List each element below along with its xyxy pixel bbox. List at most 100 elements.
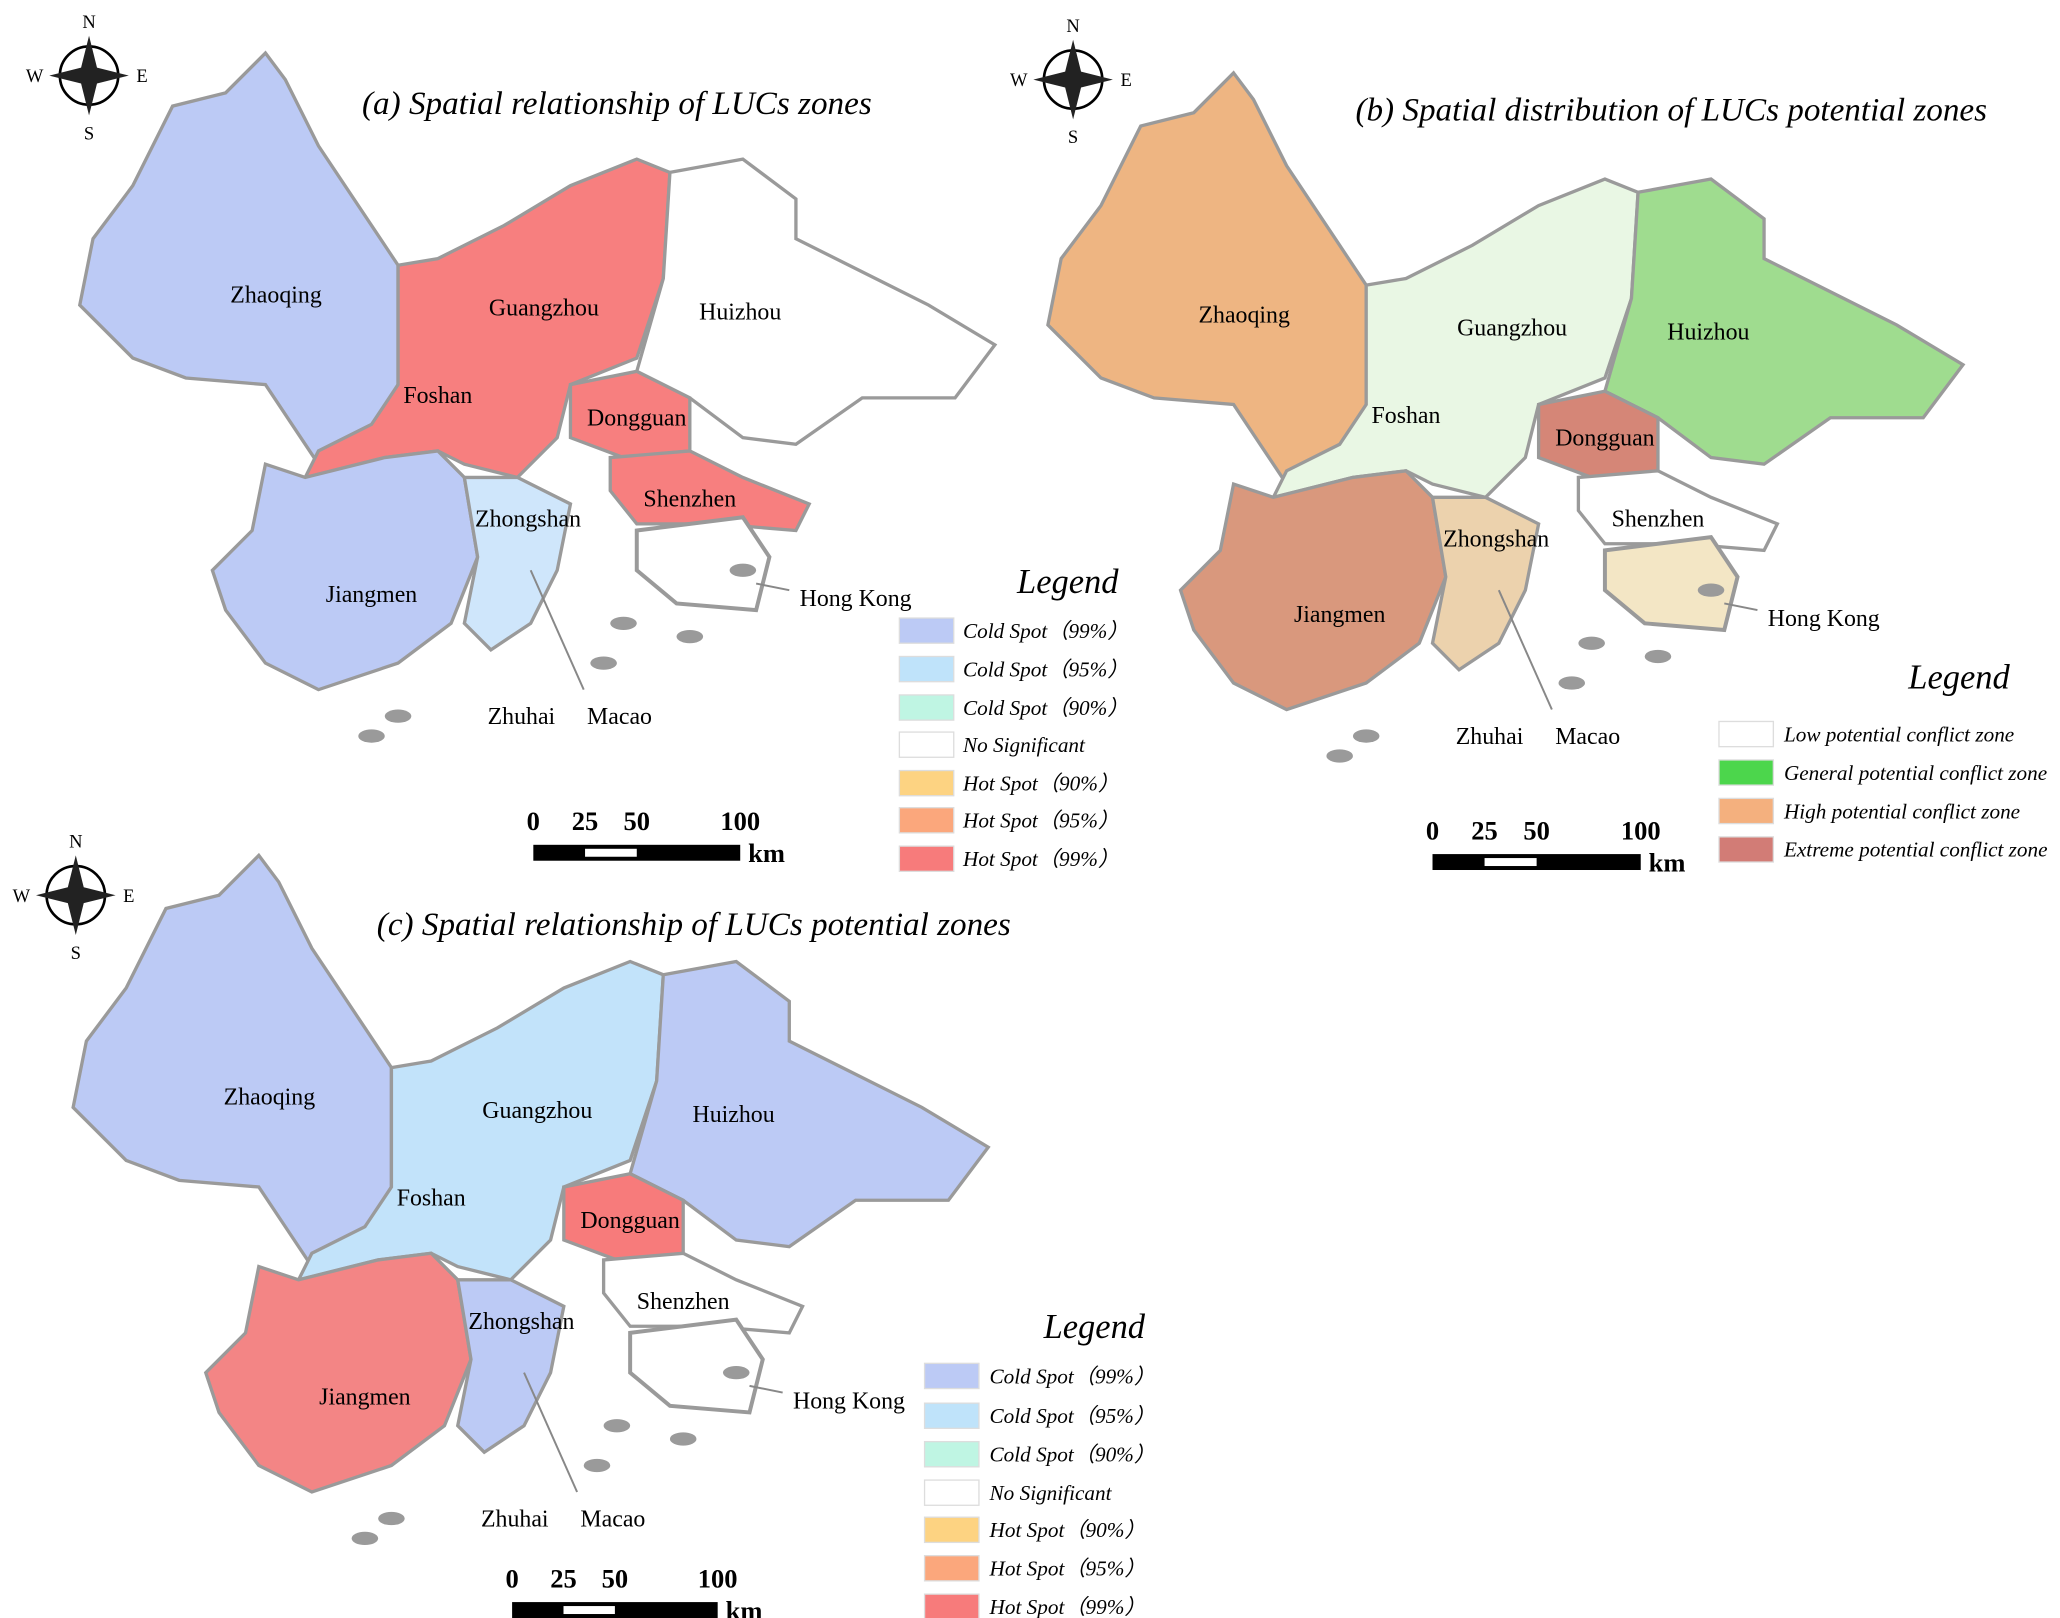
region-hongkong	[628, 1317, 765, 1415]
scale-label: 25	[572, 806, 599, 836]
compass-s: S	[1068, 127, 1078, 148]
map-panel: Zhaoqing Guangzhou Huizhou Foshan Dongguan Sh…	[71, 852, 991, 1546]
island	[729, 563, 757, 577]
compass-e: E	[136, 66, 147, 87]
region-guangzhou	[302, 157, 672, 480]
legend-item: Cold Spot（90%）	[990, 1443, 1156, 1467]
region-hongkong	[634, 515, 772, 613]
island	[722, 1366, 750, 1380]
region-shenzhen	[601, 1251, 805, 1335]
region-jiangmen	[1178, 469, 1448, 712]
scale-unit: km	[748, 838, 785, 868]
scale-label: 100	[698, 1563, 738, 1593]
compass-e: E	[123, 886, 134, 907]
city-label: Dongguan	[580, 1208, 679, 1234]
legend-item: No Significant	[962, 733, 1086, 757]
island	[610, 616, 637, 630]
region-shenzhen	[1576, 469, 1780, 553]
region-jiangmen	[210, 449, 480, 692]
legend-item: Cold Spot（90%）	[963, 696, 1129, 720]
legend-item: Hot Spot（95%）	[989, 1557, 1146, 1581]
scale-label: 100	[720, 806, 760, 836]
scale-label: 0	[527, 806, 540, 836]
legend-swatch	[923, 1402, 980, 1430]
legend-swatch	[923, 1516, 980, 1544]
island	[1697, 583, 1725, 597]
region-guangzhou	[295, 959, 666, 1283]
city-label: Huizhou	[693, 1102, 775, 1128]
city-label: Guangzhou	[482, 1098, 592, 1124]
legend-item: Cold Spot（99%）	[990, 1364, 1156, 1388]
city-label: Guangzhou	[489, 296, 599, 322]
island	[1578, 636, 1605, 650]
legend-swatch	[898, 617, 955, 644]
scale-bar-gap	[1484, 858, 1537, 867]
city-label: Macao	[1555, 724, 1620, 750]
island	[603, 1419, 631, 1433]
scale-label: 25	[1471, 816, 1498, 846]
island	[669, 1432, 697, 1446]
legend-item: Cold Spot（95%）	[963, 657, 1129, 681]
legend-swatch	[923, 1555, 980, 1582]
island	[590, 656, 617, 670]
city-label: Zhaoqing	[230, 282, 322, 308]
city-label: Zhuhai	[1456, 724, 1524, 750]
city-label: Huizhou	[699, 300, 781, 326]
city-label: Guangzhou	[1457, 316, 1567, 342]
legend-title: Legend	[1016, 563, 1119, 601]
compass-n: N	[69, 831, 82, 852]
compass-s: S	[71, 943, 81, 964]
island	[676, 629, 704, 644]
legend-item: Hot Spot（90%）	[962, 771, 1119, 795]
callout-line	[749, 1384, 783, 1394]
legend-swatch	[898, 845, 955, 872]
legend-item: General potential conflict zone	[1784, 761, 2047, 785]
legend-item: Hot Spot（99%）	[962, 847, 1119, 871]
city-label: Zhongshan	[475, 507, 581, 533]
scale-label: 25	[550, 1563, 577, 1593]
legend-item: Cold Spot（95%）	[990, 1404, 1156, 1428]
callout-line	[523, 1372, 579, 1493]
legend-item: High potential conflict zone	[1783, 799, 2020, 823]
scale-label: 0	[1426, 816, 1439, 846]
legend-swatch	[898, 769, 955, 797]
legend-swatch	[1718, 836, 1775, 863]
scale-label: 50	[624, 806, 651, 836]
region-zhaoqing	[71, 852, 394, 1269]
city-label: Shenzhen	[637, 1289, 730, 1315]
compass-w: W	[26, 66, 44, 87]
city-label: Zhuhai	[481, 1506, 549, 1532]
map-panel: Zhaoqing Guangzhou Huizhou Foshan Dongguan Sh…	[77, 50, 998, 743]
city-label: Foshan	[403, 383, 472, 409]
city-label: Foshan	[397, 1186, 466, 1212]
legend-title: Legend	[1907, 658, 2010, 696]
island	[378, 1511, 405, 1526]
legend-item: Extreme potential conflict zone	[1783, 838, 2048, 862]
callout-line	[529, 569, 585, 691]
island	[1326, 749, 1353, 763]
city-label: Zhaoqing	[224, 1085, 316, 1111]
legend-swatch	[898, 694, 955, 721]
city-label: Dongguan	[587, 406, 686, 432]
legend-title: Legend	[1043, 1308, 1146, 1346]
city-label: Zhuhai	[488, 704, 556, 730]
city-label: Zhaoqing	[1198, 302, 1290, 328]
scale-label: 0	[505, 1563, 518, 1593]
scale-label: 100	[1621, 816, 1661, 846]
legend-item: Hot Spot（90%）	[989, 1518, 1146, 1542]
scale-unit: km	[1649, 847, 1686, 877]
legend-swatch	[1718, 797, 1775, 825]
region-zhongshan	[455, 1278, 566, 1455]
panel-title: (a) Spatial relationship of LUCs zones	[362, 85, 872, 122]
compass-w: W	[13, 886, 31, 907]
city-label: Hong Kong	[793, 1388, 905, 1414]
panel-title: (b) Spatial distribution of LUCs potenti…	[1355, 92, 1987, 129]
region-zhaoqing	[1046, 70, 1368, 487]
scale-unit: km	[726, 1595, 763, 1618]
map-panel: Zhaoqing Guangzhou Huizhou Foshan Dongguan Sh…	[1046, 70, 1966, 763]
city-label: Jiangmen	[326, 582, 418, 608]
city-label: Shenzhen	[1612, 507, 1705, 533]
compass-rose	[35, 855, 116, 935]
legend-item: Cold Spot（99%）	[963, 619, 1129, 643]
